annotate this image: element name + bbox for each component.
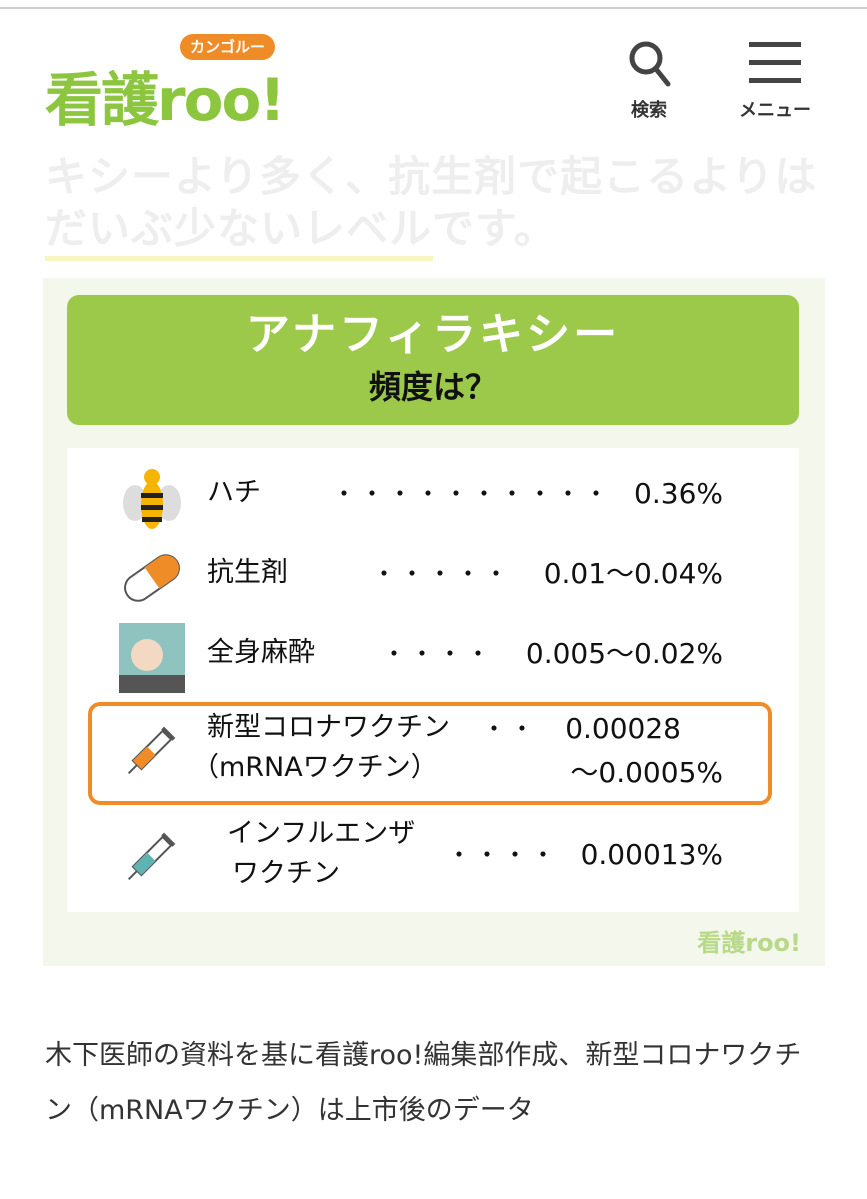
highlight-underline: [45, 256, 433, 261]
infographic-subtitle: 頻度は？: [368, 368, 497, 406]
capsule-icon: [124, 554, 180, 602]
list-item: インフルエンザ ワクチン ・・・・ 0.00013%: [67, 816, 799, 901]
logo-bubble: カンゴルー: [180, 34, 276, 60]
article-text-behind: キシーより多く、抗生剤で起こるよりは: [45, 152, 818, 201]
syringe-orange-icon: [127, 726, 176, 775]
list-item: ハチ ・・・・・・・・・・ 0.36%: [67, 458, 799, 529]
item-name: 新型コロナワクチン: [207, 712, 450, 743]
frequency-list: ハチ ・・・・・・・・・・ 0.36% 抗生剤 ・・・・・ 0.01〜0.04%…: [67, 448, 799, 912]
list-item-highlighted: 新型コロナワクチン （mRNAワクチン） ・・ 0.00028 〜0.0005%: [67, 710, 799, 805]
item-name: 抗生剤: [207, 557, 288, 588]
image-caption: 木下医師の資料を基に看護roo!編集部作成、新型コロナワクチン（mRNAワクチン…: [45, 1040, 802, 1126]
item-name-line2: （mRNAワクチン）: [192, 752, 438, 783]
item-name: ハチ: [207, 477, 261, 508]
search-label: 検索: [631, 100, 667, 121]
infographic-title: アナフィラキシー: [245, 309, 621, 360]
leader-dots: ・・・・・: [372, 560, 512, 588]
top-divider: [0, 7, 867, 9]
item-name: 全身麻酔: [207, 637, 315, 668]
menu-button[interactable]: メニュー: [730, 38, 820, 122]
site-logo[interactable]: カンゴルー 看護roo!: [45, 30, 335, 140]
highlight-box: [88, 702, 772, 805]
item-name-line2: ワクチン: [232, 858, 340, 889]
watermark-logo: 看護roo!: [697, 929, 801, 957]
item-name: インフルエンザ: [227, 818, 416, 849]
list-item: 抗生剤 ・・・・・ 0.01〜0.04%: [67, 538, 799, 608]
logo-text: 看護roo!: [45, 66, 286, 134]
leader-dots: ・・・・・・・・・・: [332, 480, 612, 508]
item-value: 0.00028: [565, 712, 681, 745]
infographic-header: アナフィラキシー 頻度は？: [67, 295, 799, 425]
syringe-teal-icon: [127, 832, 176, 881]
leader-dots: ・・・・: [382, 640, 494, 668]
search-button[interactable]: 検索: [604, 38, 694, 122]
anaphylaxis-infographic: アナフィラキシー 頻度は？ ハチ ・・・・・・・・・・ 0.36% 抗生剤 ・・…: [43, 278, 825, 966]
leader-dots: ・・: [482, 715, 538, 743]
leader-dots: ・・・・: [447, 841, 559, 869]
menu-label: メニュー: [739, 100, 811, 121]
search-icon: [629, 41, 671, 87]
item-value-line2: 〜0.0005%: [570, 756, 723, 789]
article-text-behind: だいぶ少ないレベルです。: [45, 204, 557, 253]
item-value: 0.36%: [634, 477, 723, 510]
item-value: 0.00013%: [580, 838, 723, 871]
bee-icon: [123, 469, 181, 529]
item-value: 0.005〜0.02%: [525, 637, 723, 670]
item-value: 0.01〜0.04%: [543, 557, 723, 590]
list-item: 全身麻酔 ・・・・ 0.005〜0.02%: [67, 618, 799, 693]
anesthesia-patient-icon: [119, 623, 185, 693]
hamburger-icon: [749, 42, 801, 83]
